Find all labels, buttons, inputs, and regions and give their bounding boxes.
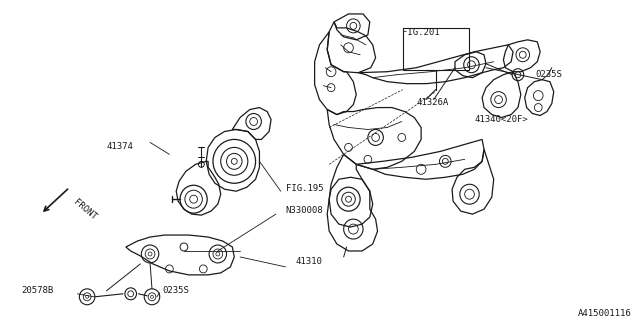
Text: 0235S: 0235S [535, 70, 562, 79]
Bar [403, 28, 468, 70]
Text: FRONT: FRONT [72, 197, 98, 221]
Text: 20578B: 20578B [21, 286, 54, 295]
Text: 41374: 41374 [106, 142, 133, 151]
Text: 41326A: 41326A [416, 98, 449, 107]
Text: A415001116: A415001116 [578, 309, 632, 318]
Text: 41340<20F>: 41340<20F> [474, 115, 528, 124]
Text: FIG.195: FIG.195 [285, 184, 323, 193]
Text: 41310: 41310 [295, 257, 322, 266]
Text: 0235S: 0235S [163, 286, 189, 295]
Text: N330008: N330008 [285, 206, 323, 215]
Text: FIG.201: FIG.201 [402, 28, 440, 37]
